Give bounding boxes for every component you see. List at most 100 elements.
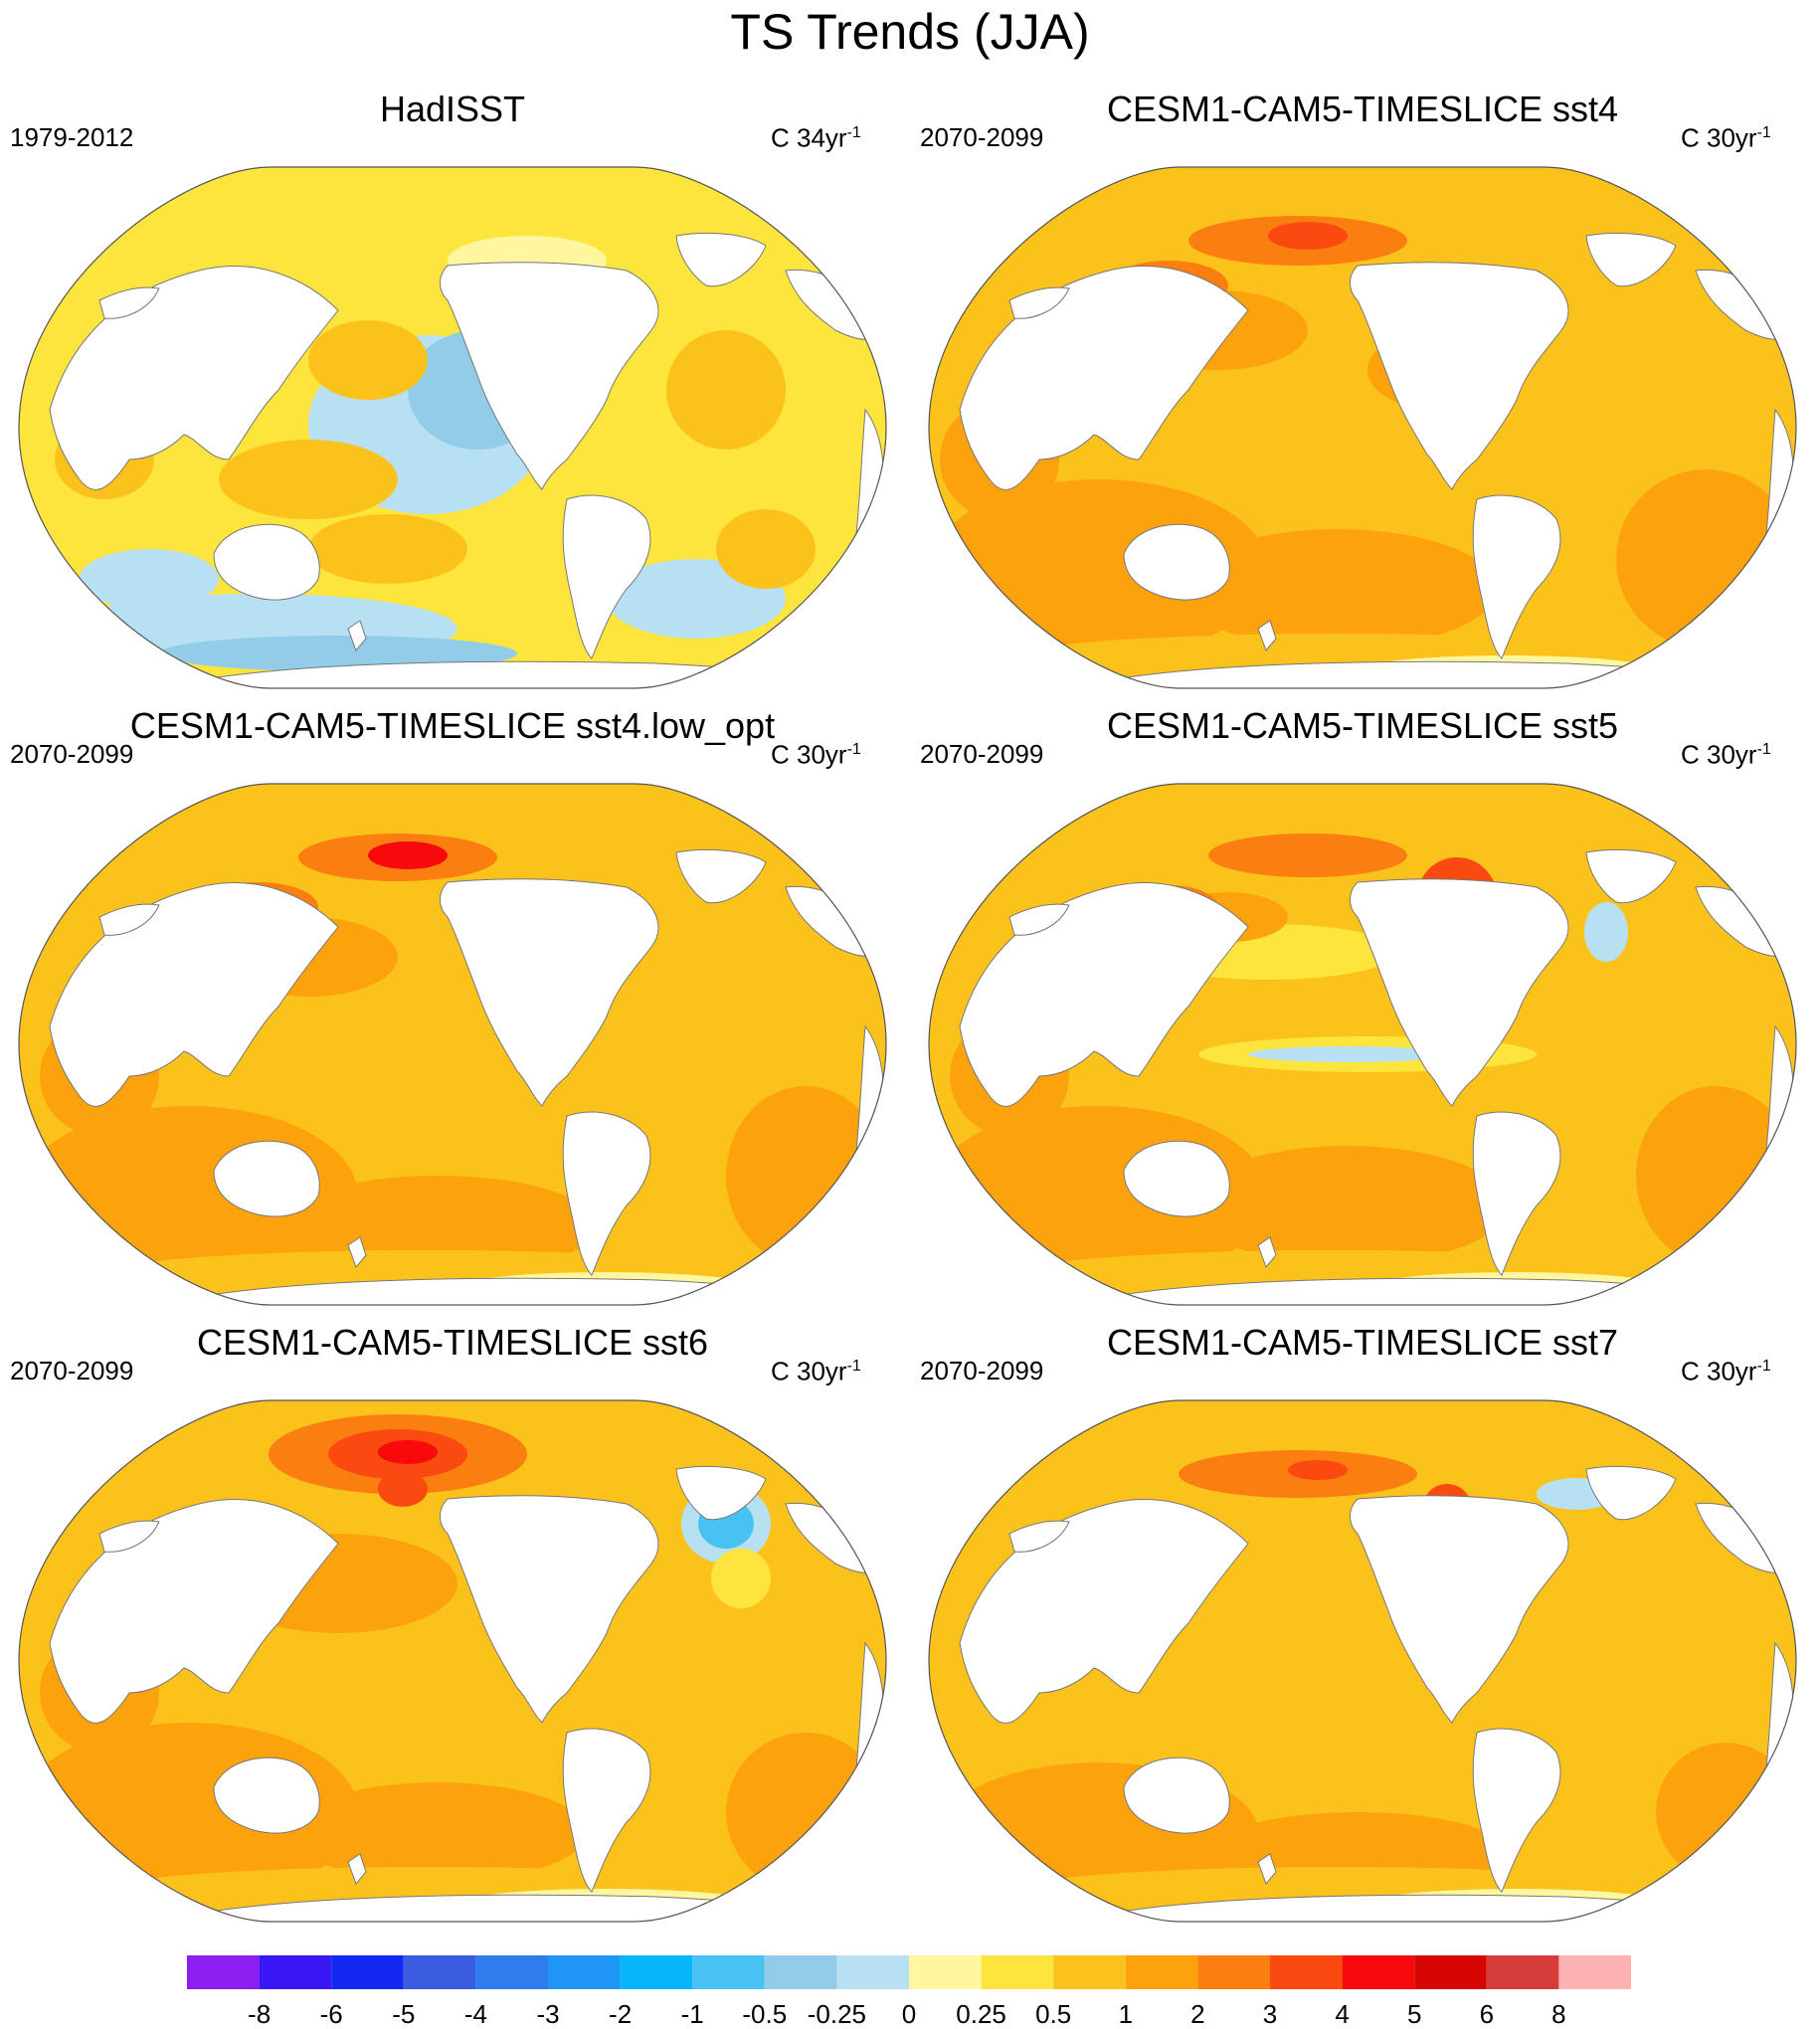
colorbar-swatch — [1558, 1955, 1631, 1989]
panel-period: 2070-2099 — [920, 1356, 1044, 1385]
colorbar-swatch — [187, 1955, 260, 1989]
land-namerica — [1350, 878, 1569, 1107]
colorbar-tick-label: -0.25 — [807, 1999, 867, 2029]
trend-region — [368, 841, 448, 869]
map-panel: CESM1-CAM5-TIMESLICE sst4.low_opt 2070-20… — [0, 704, 910, 1321]
colorbar-swatch — [1414, 1955, 1487, 1989]
units-text: C 30yr — [1681, 739, 1757, 770]
panel-title: CESM1-CAM5-TIMESLICE sst7 — [1106, 1322, 1619, 1363]
land-nz — [347, 1236, 367, 1268]
colorbar — [187, 1955, 1631, 1989]
trend-region — [666, 330, 786, 450]
colorbar-swatch — [1342, 1955, 1415, 1989]
land-greenland — [1585, 1465, 1677, 1521]
map-outline — [928, 166, 1797, 689]
colorbar-swatch — [620, 1955, 693, 1989]
colorbar-tick-label: 8 — [1551, 1999, 1566, 2029]
colorbar-tick-label: -3 — [536, 1999, 560, 2029]
land-greenland — [675, 1465, 767, 1521]
map-svg — [928, 166, 1797, 689]
panel-units: C 30yr-1 — [771, 734, 861, 771]
units-text: C 30yr — [771, 739, 847, 770]
land-namerica — [440, 262, 659, 490]
land-europe_tip — [1008, 286, 1070, 319]
colorbar-tick-label: -6 — [319, 1999, 343, 2029]
land-australia — [213, 523, 320, 601]
land-namerica — [1350, 1495, 1569, 1724]
panel-title: CESM1-CAM5-TIMESLICE sst4 — [1106, 89, 1619, 129]
units-text: C 30yr — [1681, 122, 1757, 153]
colorbar-swatch — [1197, 1955, 1270, 1989]
trend-region — [378, 1471, 428, 1507]
map-svg — [928, 783, 1797, 1306]
land-europe_tip — [1008, 903, 1070, 936]
map-panel: CESM1-CAM5-TIMESLICE sst4 2070-2099 C 30yr… — [910, 88, 1820, 704]
land-nz — [347, 620, 367, 651]
trend-region — [711, 1549, 771, 1608]
land-nz — [1257, 620, 1277, 651]
land-nz — [347, 1853, 367, 1885]
colorbar-tick-label: -1 — [680, 1999, 704, 2029]
map-panel: CESM1-CAM5-TIMESLICE sst6 2070-2099 C 30yr… — [0, 1321, 910, 1937]
land-asia — [49, 266, 339, 490]
panel-units: C 34yr-1 — [771, 117, 861, 154]
trend-region — [1268, 222, 1348, 250]
map-svg — [18, 783, 887, 1306]
colorbar-swatch — [1270, 1955, 1343, 1989]
land-greenland — [675, 232, 767, 287]
trend-region — [288, 1782, 587, 1882]
land-greenland — [675, 848, 767, 904]
colorbar-swatch — [1125, 1955, 1198, 1989]
trend-region — [1248, 1046, 1447, 1062]
trend-region — [1656, 1743, 1795, 1882]
colorbar-swatch — [692, 1955, 765, 1989]
land-samerica — [1472, 1111, 1561, 1276]
map-panel: CESM1-CAM5-TIMESLICE sst5 2070-2099 C 30yr… — [910, 704, 1820, 1321]
colorbar-swatch — [981, 1955, 1054, 1989]
land-australia — [1123, 1756, 1230, 1834]
colorbar-swatch — [331, 1955, 404, 1989]
land-nz — [1257, 1853, 1277, 1885]
colorbar-tick-label: 2 — [1190, 1999, 1205, 2029]
colorbar-tick-label: 1 — [1118, 1999, 1134, 2029]
panel-title: CESM1-CAM5-TIMESLICE sst6 — [196, 1322, 709, 1363]
units-text: C 30yr — [771, 1356, 847, 1386]
colorbar-tick-label: -4 — [463, 1999, 487, 2029]
panel-period: 2070-2099 — [10, 739, 134, 769]
panel-period: 2070-2099 — [10, 1356, 134, 1385]
colorbar-tick-label: 6 — [1479, 1999, 1495, 2029]
units-text: C 30yr — [1681, 1356, 1757, 1386]
trend-region — [378, 1440, 438, 1464]
colorbar-tick-label: 3 — [1262, 1999, 1278, 2029]
units-exponent: -1 — [1756, 1358, 1771, 1375]
land-namerica — [1350, 262, 1569, 490]
land-nz — [1257, 1236, 1277, 1268]
land-samerica — [1472, 494, 1561, 659]
panel-units: C 30yr-1 — [1681, 1351, 1771, 1387]
colorbar-swatch — [475, 1955, 548, 1989]
trend-region — [1584, 902, 1628, 962]
units-exponent: -1 — [846, 124, 861, 141]
trend-region — [1616, 469, 1795, 648]
colorbar-tick-label: -8 — [248, 1999, 272, 2029]
trend-region — [308, 320, 428, 400]
land-europe_tip — [98, 903, 160, 936]
colorbar-swatch — [1486, 1955, 1559, 1989]
trend-region — [308, 514, 467, 584]
units-exponent: -1 — [846, 1358, 861, 1375]
units-exponent: -1 — [846, 741, 861, 758]
trend-region — [716, 509, 816, 589]
panel-title: CESM1-CAM5-TIMESLICE sst5 — [1106, 705, 1619, 746]
colorbar-swatch — [764, 1955, 837, 1989]
figure-title: TS Trends (JJA) — [730, 4, 1090, 60]
units-exponent: -1 — [1756, 124, 1771, 141]
colorbar-tick-label: 0 — [901, 1999, 917, 2029]
colorbar-tick-label: 0.25 — [956, 1999, 1006, 2029]
colorbar-swatch — [836, 1955, 909, 1989]
land-asia — [959, 882, 1249, 1107]
land-samerica — [1472, 1728, 1561, 1893]
colorbar-swatch — [909, 1955, 982, 1989]
land-asia — [49, 1499, 339, 1724]
map-panel: CESM1-CAM5-TIMESLICE sst7 2070-2099 C 30yr… — [910, 1321, 1820, 1937]
land-namerica — [440, 878, 659, 1107]
